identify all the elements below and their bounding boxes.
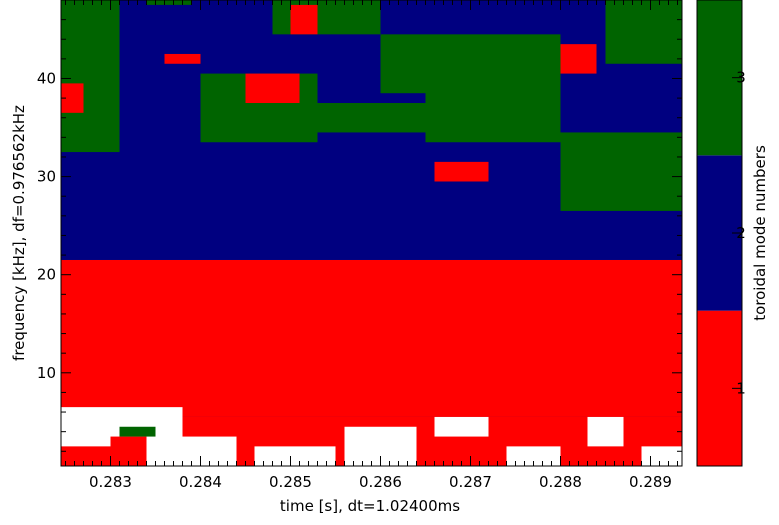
colorbar-tick-label: 1 [736, 379, 746, 397]
heatmap-cell-28 [119, 426, 156, 437]
y-tick-label: 20 [37, 266, 56, 284]
heatmap-cell-13 [245, 73, 300, 104]
heatmap-cell-14 [560, 44, 597, 74]
heatmap-cell-26 [587, 416, 624, 447]
x-tick-label: 0.286 [359, 473, 402, 491]
y-axis-label: frequency [kHz], df=0.976562kHz [10, 105, 28, 361]
heatmap-cell-22 [254, 446, 336, 466]
heatmap-cell-20 [110, 436, 147, 457]
colorbar-tick-label: 3 [736, 69, 746, 87]
heatmap-cell-8 [560, 132, 682, 211]
x-tick-label: 0.285 [269, 473, 312, 491]
x-tick-label: 0.289 [629, 473, 672, 491]
x-axis-label: time [s], dt=1.02400ms [280, 497, 460, 515]
heatmap-cell-10 [380, 34, 561, 94]
colorbar-label: toroidal mode numbers [751, 145, 769, 321]
y-tick-label: 10 [37, 364, 56, 382]
y-axis: 10 20 30 40 [37, 0, 682, 452]
x-tick-label: 0.287 [449, 473, 492, 491]
x-axis: 0.283 0.284 0.285 0.286 0.287 0.288 0.289 [65, 0, 678, 491]
heatmap-cell-11 [605, 0, 682, 64]
y-tick-label: 30 [37, 168, 56, 186]
x-tick-label: 0.283 [89, 473, 132, 491]
heatmap-cell-27 [641, 446, 682, 466]
heatmap-cell-9 [272, 0, 381, 35]
heatmap-cell-18 [164, 53, 201, 64]
colorbar: 1 2 3 [697, 0, 746, 466]
colorbar-frame [696, 0, 743, 467]
heatmap-cell-17 [146, 0, 192, 5]
heatmap-cell-1 [61, 259, 682, 417]
heatmap-cell-12 [61, 83, 84, 113]
x-tick-label: 0.284 [179, 473, 222, 491]
heatmap-area [39, 0, 682, 466]
heatmap-cell-15 [434, 161, 489, 182]
y-tick-label: 40 [37, 69, 56, 87]
colorbar-tick-label: 2 [736, 224, 746, 242]
heatmap-cell-6 [317, 103, 426, 133]
heatmap-cell-3 [61, 0, 120, 153]
heatmap-cell-25 [506, 446, 561, 466]
x-tick-label: 0.288 [539, 473, 582, 491]
heatmap-cell-16 [290, 4, 318, 35]
heatmap-cell-24 [434, 416, 489, 437]
heatmap-cell-29 [39, 465, 48, 466]
